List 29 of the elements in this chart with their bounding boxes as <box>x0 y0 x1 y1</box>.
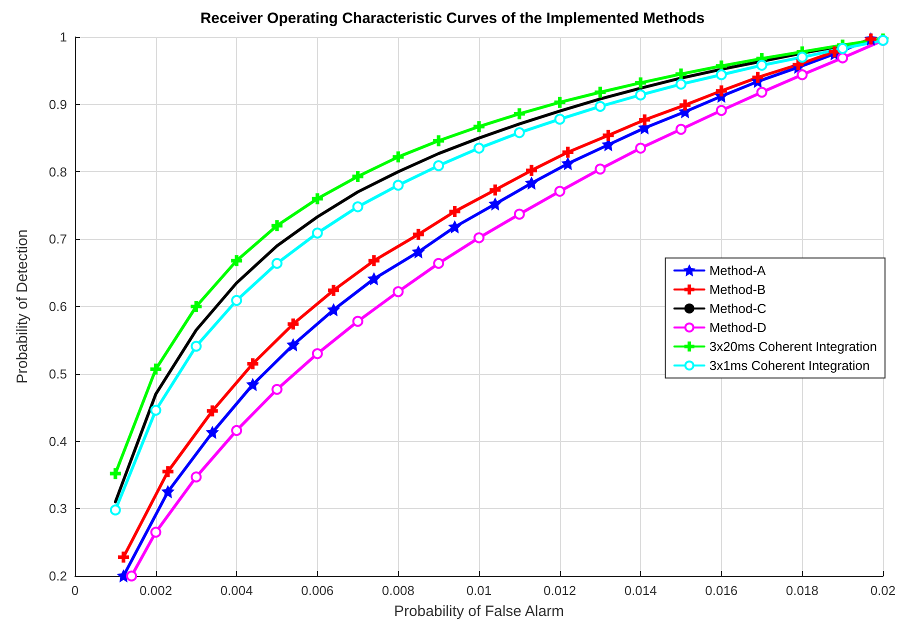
legend-label: Method-A <box>709 263 766 278</box>
y-tick-label: 0.5 <box>48 366 67 382</box>
x-tick-label: 0.008 <box>382 583 414 598</box>
chart-title: Receiver Operating Characteristic Curves of the Implemented Methods <box>200 10 705 27</box>
x-tick-label: 0.012 <box>544 583 576 598</box>
x-tick-label: 0.016 <box>705 583 738 598</box>
y-tick-label: 0.4 <box>48 434 67 449</box>
y-tick-label: 0.3 <box>48 501 67 516</box>
y-tick-label: 0.2 <box>48 568 67 584</box>
y-tick-label: 0.8 <box>48 164 67 180</box>
legend-label: Method-D <box>709 320 766 335</box>
x-tick-label: 0.014 <box>624 583 657 598</box>
x-tick-label: 0.018 <box>786 583 818 598</box>
legend-label: Method-C <box>709 301 766 316</box>
y-axis-title: Probability of Detection <box>14 229 31 384</box>
legend-label: Method-B <box>709 282 766 297</box>
x-tick-label: 0.006 <box>301 583 334 598</box>
x-tick-label: 0.002 <box>140 583 172 598</box>
x-tick-label: 0.02 <box>870 583 896 598</box>
x-tick-label: 0.01 <box>466 583 492 598</box>
y-tick-label: 1 <box>60 30 67 44</box>
x-tick-label: 0 <box>71 583 79 598</box>
y-tick-label: 0.6 <box>48 299 67 314</box>
legend-label: 3x20ms Coherent Integration <box>709 339 877 354</box>
y-tick-label: 0.9 <box>48 96 67 112</box>
x-axis-title: Probability of False Alarm <box>394 603 564 620</box>
x-tick-label: 0.004 <box>220 583 253 598</box>
y-tick-label: 0.7 <box>48 232 67 247</box>
legend-label: 3x1ms Coherent Integration <box>709 358 870 373</box>
